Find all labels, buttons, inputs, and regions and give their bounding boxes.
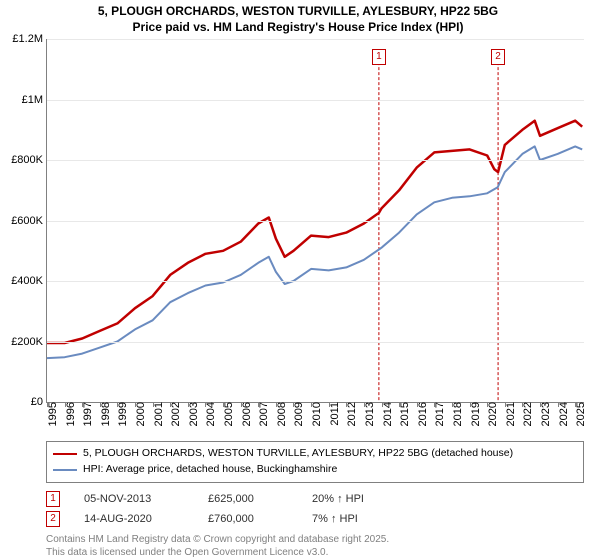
- x-tick-label: 1997: [78, 402, 94, 426]
- x-tick-label: 2023: [536, 402, 552, 426]
- x-tick-label: 2018: [448, 402, 464, 426]
- x-tick-label: 2007: [254, 402, 270, 426]
- gridline: [47, 221, 584, 222]
- legend-swatch-property: [53, 453, 77, 455]
- x-tick-label: 2011: [325, 402, 341, 426]
- sale-marker: 2: [46, 511, 60, 527]
- x-tick-label: 2006: [237, 402, 253, 426]
- gridline: [47, 281, 584, 282]
- footnote: Contains HM Land Registry data © Crown c…: [46, 533, 584, 559]
- series-property: [47, 121, 582, 343]
- legend-swatch-hpi: [53, 469, 77, 471]
- x-tick-label: 2017: [430, 402, 446, 426]
- x-tick-label: 2013: [360, 402, 376, 426]
- x-tick-label: 1999: [113, 402, 129, 426]
- x-tick-label: 2008: [272, 402, 288, 426]
- y-tick-label: £1.2M: [12, 33, 47, 45]
- chart-title: 5, PLOUGH ORCHARDS, WESTON TURVILLE, AYL…: [4, 4, 592, 35]
- gridline: [47, 39, 584, 40]
- y-tick-label: £1M: [22, 94, 47, 106]
- y-tick-label: £600K: [11, 215, 47, 227]
- x-tick-label: 2002: [166, 402, 182, 426]
- sale-price: £760,000: [208, 513, 288, 525]
- sale-marker-on-chart: 2: [491, 49, 505, 65]
- gridline: [47, 342, 584, 343]
- plot-area: £0£200K£400K£600K£800K£1M£1.2M1995199619…: [46, 39, 584, 403]
- sale-marker: 1: [46, 491, 60, 507]
- sale-pct: 7% ↑ HPI: [312, 513, 402, 525]
- x-tick-label: 2004: [201, 402, 217, 426]
- x-tick-label: 2021: [501, 402, 517, 426]
- x-tick-label: 1996: [61, 402, 77, 426]
- x-tick-label: 2000: [131, 402, 147, 426]
- x-tick-label: 1998: [96, 402, 112, 426]
- footnote-line-2: This data is licensed under the Open Gov…: [46, 546, 584, 559]
- x-tick-label: 2003: [184, 402, 200, 426]
- x-tick-label: 2005: [219, 402, 235, 426]
- x-tick-label: 2009: [289, 402, 305, 426]
- footnote-line-1: Contains HM Land Registry data © Crown c…: [46, 533, 584, 546]
- x-tick-label: 2015: [395, 402, 411, 426]
- x-tick-label: 2020: [483, 402, 499, 426]
- sale-marker-on-chart: 1: [372, 49, 386, 65]
- legend-item-hpi: HPI: Average price, detached house, Buck…: [53, 462, 577, 478]
- sale-date: 05-NOV-2013: [84, 493, 184, 505]
- sale-date: 14-AUG-2020: [84, 513, 184, 525]
- title-line-1: 5, PLOUGH ORCHARDS, WESTON TURVILLE, AYL…: [4, 4, 592, 20]
- y-tick-label: £200K: [11, 336, 47, 348]
- y-tick-label: £400K: [11, 275, 47, 287]
- gridline: [47, 100, 584, 101]
- x-tick-label: 2019: [466, 402, 482, 426]
- chart-container: 5, PLOUGH ORCHARDS, WESTON TURVILLE, AYL…: [0, 0, 600, 560]
- legend-item-property: 5, PLOUGH ORCHARDS, WESTON TURVILLE, AYL…: [53, 446, 577, 462]
- x-tick-label: 2025: [571, 402, 587, 426]
- series-hpi: [47, 147, 582, 359]
- x-tick-label: 2012: [342, 402, 358, 426]
- gridline: [47, 160, 584, 161]
- x-tick-label: 2010: [307, 402, 323, 426]
- legend: 5, PLOUGH ORCHARDS, WESTON TURVILLE, AYL…: [46, 441, 584, 483]
- x-tick-label: 2014: [378, 402, 394, 426]
- x-tick-label: 2016: [413, 402, 429, 426]
- x-tick-label: 2024: [554, 402, 570, 426]
- title-line-2: Price paid vs. HM Land Registry's House …: [4, 20, 592, 36]
- legend-label-property: 5, PLOUGH ORCHARDS, WESTON TURVILLE, AYL…: [83, 446, 513, 462]
- x-tick-label: 2022: [518, 402, 534, 426]
- y-tick-label: £800K: [11, 154, 47, 166]
- legend-label-hpi: HPI: Average price, detached house, Buck…: [83, 462, 337, 478]
- sales-table: 1 05-NOV-2013 £625,000 20% ↑ HPI 2 14-AU…: [46, 489, 584, 529]
- sale-pct: 20% ↑ HPI: [312, 493, 402, 505]
- sale-price: £625,000: [208, 493, 288, 505]
- x-tick-label: 2001: [149, 402, 165, 426]
- x-tick-label: 1995: [43, 402, 59, 426]
- sale-row: 1 05-NOV-2013 £625,000 20% ↑ HPI: [46, 489, 584, 509]
- sale-row: 2 14-AUG-2020 £760,000 7% ↑ HPI: [46, 509, 584, 529]
